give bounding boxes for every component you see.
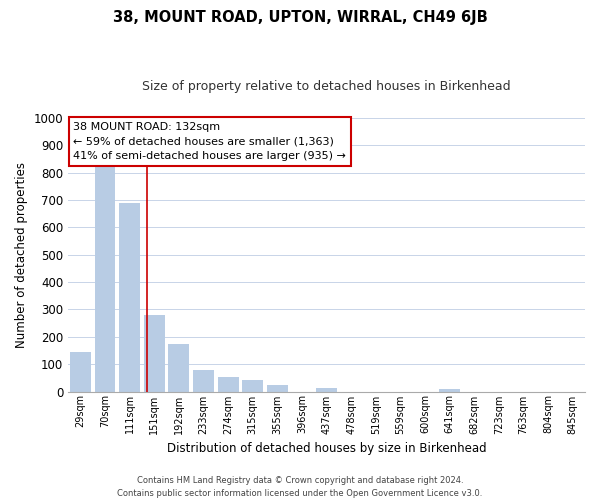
Text: Contains HM Land Registry data © Crown copyright and database right 2024.
Contai: Contains HM Land Registry data © Crown c… bbox=[118, 476, 482, 498]
Bar bbox=[169, 344, 189, 392]
Bar bbox=[439, 389, 460, 392]
Bar bbox=[193, 370, 214, 392]
Bar bbox=[316, 388, 337, 392]
X-axis label: Distribution of detached houses by size in Birkenhead: Distribution of detached houses by size … bbox=[167, 442, 487, 455]
Bar bbox=[144, 316, 164, 392]
Bar bbox=[70, 352, 91, 392]
Bar bbox=[119, 203, 140, 392]
Bar bbox=[95, 165, 115, 392]
Bar bbox=[242, 380, 263, 392]
Text: 38 MOUNT ROAD: 132sqm
← 59% of detached houses are smaller (1,363)
41% of semi-d: 38 MOUNT ROAD: 132sqm ← 59% of detached … bbox=[73, 122, 346, 162]
Title: Size of property relative to detached houses in Birkenhead: Size of property relative to detached ho… bbox=[142, 80, 511, 93]
Bar bbox=[267, 386, 288, 392]
Bar bbox=[218, 378, 239, 392]
Text: 38, MOUNT ROAD, UPTON, WIRRAL, CH49 6JB: 38, MOUNT ROAD, UPTON, WIRRAL, CH49 6JB bbox=[113, 10, 487, 25]
Y-axis label: Number of detached properties: Number of detached properties bbox=[15, 162, 28, 348]
